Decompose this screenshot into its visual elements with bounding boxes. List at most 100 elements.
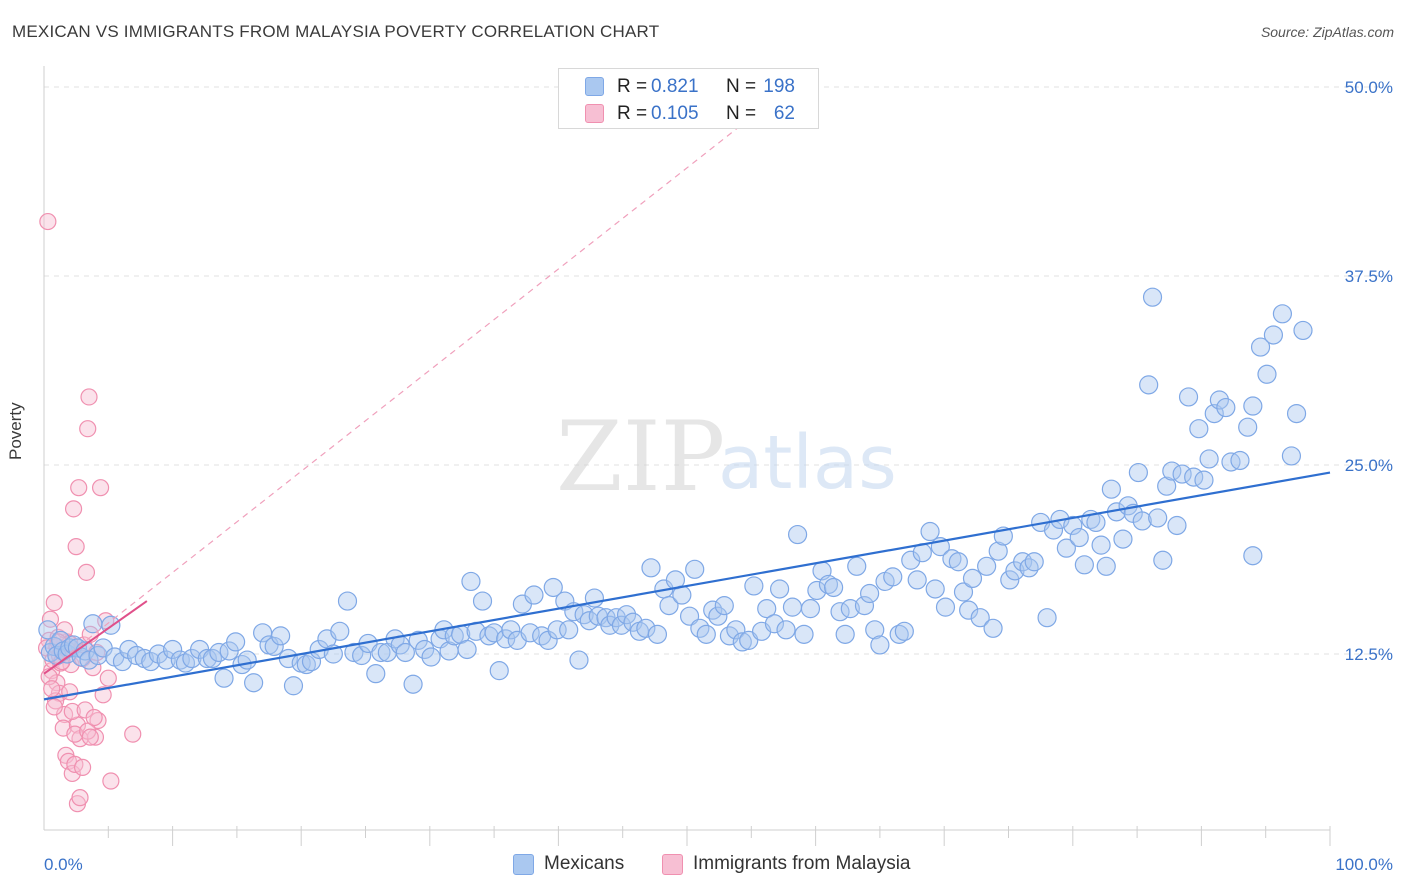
malaysia-point [102,772,120,790]
gridlines [44,86,1393,655]
malaysia-point [64,500,83,518]
malaysia-point [45,698,63,716]
legend: Mexicans Immigrants from Malaysia [0,850,1406,878]
legend-swatch-mexicans [513,854,534,875]
mexicans-point [1281,446,1302,466]
malaysia-trend-extension [43,116,752,675]
mexicans-point [1199,449,1219,469]
malaysia-point [81,728,99,746]
mexicans-point [1167,515,1187,536]
malaysia-point [91,479,110,497]
mexicans-point [524,585,544,605]
mexicans-point [1148,508,1168,528]
mexicans-point [894,621,914,641]
mexicans-point [520,623,540,643]
mexicans-point [847,556,867,576]
mexicans-point [647,624,668,644]
mexicans-point [214,668,234,688]
mexicans-point [854,596,875,616]
mexicans-point [141,651,161,672]
mexicans-point [1178,387,1199,407]
mexicans-point [421,647,441,667]
mexicans-point [696,624,716,644]
mexicans-point [708,606,728,626]
mexicans-point [889,624,909,644]
malaysia-point [43,680,61,698]
mexicans-point [501,620,521,640]
mexicans-point [1272,304,1293,324]
mexicans-point [126,645,147,666]
mexicans-point [395,642,415,663]
mexicans-point [983,618,1003,638]
mexicans-point [1037,608,1057,628]
mexicans-point [1216,397,1236,418]
mexicans-point [209,642,229,663]
mexicans-point [197,648,217,669]
legend-swatch-malaysia [662,854,683,875]
mexicans-point [1243,396,1263,416]
stats-swatch-pink [585,104,604,123]
mexicans-point [860,583,880,604]
mexicans-point [988,541,1008,561]
mexicans-point [611,615,632,635]
mexicans-point [1209,390,1230,410]
mexicans-point [226,632,246,652]
mexicans-point [883,567,903,587]
y-tick-labels: 50.0% 37.5% 25.0% 12.5% [1345,78,1393,664]
trend-lines [43,116,1331,701]
mexicans-point [163,639,183,660]
stats-row-malaysia: R = 0.105 N = 62 [559,101,818,127]
watermark: ZIP atlas [556,401,897,513]
malaysia-point [85,708,103,727]
mexicans-point [1257,364,1277,384]
mexicans-point [1263,325,1284,345]
mexicans-point [1153,550,1173,570]
stats-r-value: 0.821 [651,76,699,97]
stats-n-label: N = [726,103,757,124]
mexicans-point [1086,512,1106,533]
mexicans-point [479,626,499,646]
y-tick-label: 12.5% [1345,645,1393,664]
mexicans-point [703,600,723,620]
mexicans-point [569,650,589,670]
mexicans-point [1019,558,1039,578]
mexicans-point [148,644,169,664]
mexicans-point [579,611,599,631]
y-tick-label: 37.5% [1345,267,1393,286]
mexicans-point [1250,337,1271,357]
watermark-zip: ZIP [556,401,725,513]
axes [43,66,1331,846]
mexicans-point [484,623,504,643]
mexicans-point [1056,538,1076,558]
mexicans-point [112,651,133,672]
mexicans-point [1139,375,1159,395]
stats-r-value: 0.105 [651,103,699,124]
mexicans-point [1024,552,1044,572]
mexicans-point [1069,527,1089,548]
mexicans-point [659,596,679,616]
stats-row-mexicans: R = 0.821 N = 198 [559,74,818,100]
source-label[interactable]: Source: ZipAtlas.com [1260,24,1394,40]
malaysia-point [71,789,89,807]
mexicans-point [1238,417,1258,437]
mexicans-point [800,599,821,619]
mexicans-point [641,558,661,578]
stats-n-value: 62 [773,103,795,124]
mexicans-point [403,674,423,694]
mexicans-point [907,570,927,590]
malaysia-point [77,563,96,581]
mexicans-point [818,574,839,595]
mexicans-point [1172,464,1192,484]
mexicans-point [472,591,493,611]
mexicans-point [1063,515,1083,536]
malaysia-point [80,388,98,406]
mexicans-point [714,596,734,616]
malaysia-points [37,212,142,813]
mexicans-point [685,559,705,579]
mexicans-point [744,576,764,596]
mexicans-point [1243,546,1263,566]
malaysia-point [61,683,79,701]
x-tick-min: 0.0% [44,855,83,874]
mexicans-point [461,571,481,592]
